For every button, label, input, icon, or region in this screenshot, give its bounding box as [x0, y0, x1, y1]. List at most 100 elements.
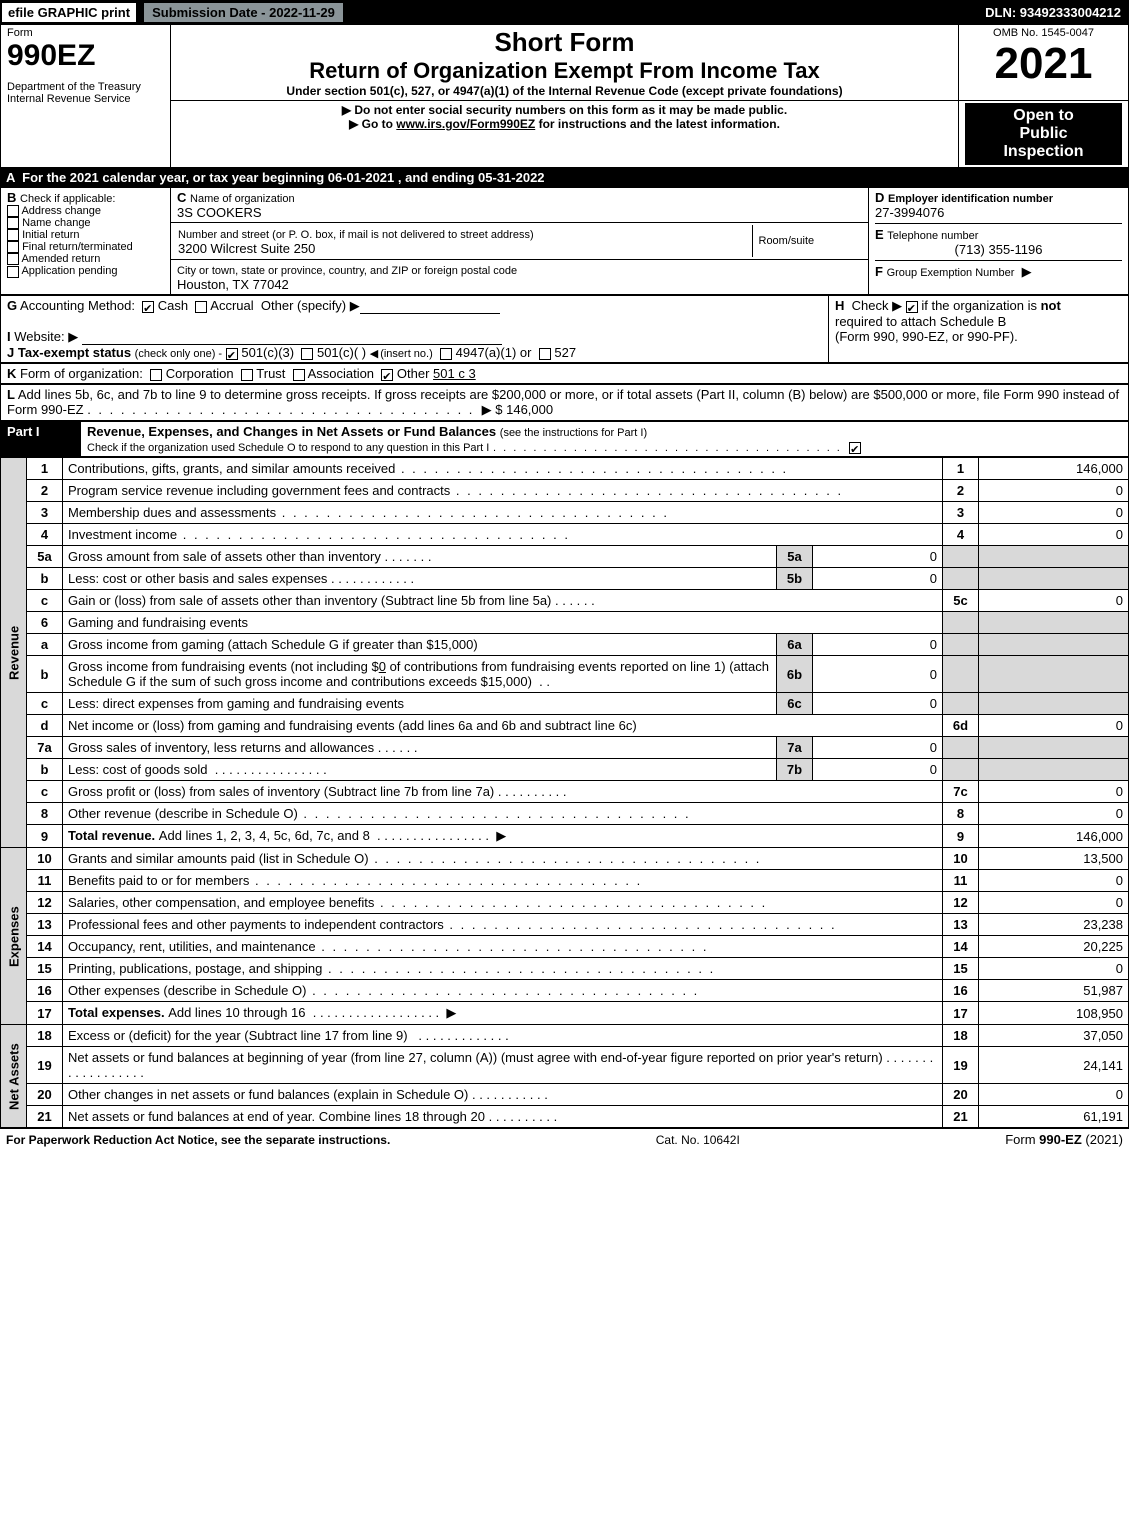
- l9-text2: Add lines 1, 2, 3, 4, 5c, 6d, 7c, and 8: [159, 828, 370, 843]
- ln15: 15: [27, 958, 63, 980]
- chk-501c3[interactable]: [226, 348, 238, 360]
- l6c-greytag: [943, 693, 979, 715]
- subline-2: ▶ Do not enter social security numbers o…: [177, 103, 952, 117]
- l15-tag: 15: [943, 958, 979, 980]
- l14-text: Occupancy, rent, utilities, and maintena…: [68, 939, 316, 954]
- ln6c: c: [27, 693, 63, 715]
- chk-pending[interactable]: [7, 266, 19, 278]
- chk-h[interactable]: [906, 301, 918, 313]
- l21-text: Net assets or fund balances at end of ye…: [68, 1109, 485, 1124]
- l4-tag: 4: [943, 524, 979, 546]
- l3-dots: [276, 505, 669, 520]
- l13-tag: 13: [943, 914, 979, 936]
- chk-accrual[interactable]: [195, 301, 207, 313]
- l13-dots: [444, 917, 837, 932]
- l6a-text: Gross income from gaming (attach Schedul…: [63, 634, 777, 656]
- l7b-text: Less: cost of goods sold: [68, 762, 207, 777]
- l16-tag: 16: [943, 980, 979, 1002]
- chk-other[interactable]: [381, 369, 393, 381]
- l5c-amt: 0: [979, 590, 1129, 612]
- chk-cash[interactable]: [142, 301, 154, 313]
- chk-assoc[interactable]: [293, 369, 305, 381]
- chk-527[interactable]: [539, 348, 551, 360]
- l-block: L Add lines 5b, 6c, and 7b to line 9 to …: [0, 384, 1129, 421]
- l7b-greytag: [943, 759, 979, 781]
- l6-text: Gaming and fundraising events: [63, 612, 943, 634]
- l16-amt: 51,987: [979, 980, 1129, 1002]
- part1-checkline: Check if the organization used Schedule …: [87, 442, 489, 454]
- j-ins: (insert no.): [370, 348, 433, 360]
- k-opt1: Trust: [256, 366, 285, 381]
- l6b-sub: 6b: [777, 656, 813, 693]
- k-label: Form of organization:: [20, 366, 143, 381]
- l21-amt: 61,191: [979, 1106, 1129, 1128]
- b-opt-2: Initial return: [22, 229, 79, 241]
- chk-501c[interactable]: [301, 348, 313, 360]
- website-blank[interactable]: [82, 333, 502, 345]
- ln1: 1: [27, 458, 63, 480]
- form-label: Form: [7, 27, 164, 39]
- l12-tag: 12: [943, 892, 979, 914]
- l6-greyamt: [979, 612, 1129, 634]
- l12-dots: [374, 895, 767, 910]
- l18-text: Excess or (deficit) for the year (Subtra…: [68, 1028, 408, 1043]
- l6b-amt0: 0: [379, 659, 386, 674]
- short-form: Short Form: [177, 27, 952, 58]
- ln11: 11: [27, 870, 63, 892]
- l5a-greytag: [943, 546, 979, 568]
- l9-tag: 9: [943, 825, 979, 848]
- l8-dots: [298, 806, 691, 821]
- chk-corp[interactable]: [150, 369, 162, 381]
- b-opt-1: Name change: [22, 217, 91, 229]
- chk-part1-schedo[interactable]: [849, 442, 861, 454]
- ln20: 20: [27, 1084, 63, 1106]
- ln2: 2: [27, 480, 63, 502]
- phone: (713) 355-1196: [875, 242, 1122, 257]
- l12-amt: 0: [979, 892, 1129, 914]
- ln19: 19: [27, 1047, 63, 1084]
- lines-table: Revenue 1 Contributions, gifts, grants, …: [0, 457, 1129, 1128]
- chk-initial[interactable]: [7, 229, 19, 241]
- l7a-subamt: 0: [813, 737, 943, 759]
- ln6: 6: [27, 612, 63, 634]
- l6a-greyamt: [979, 634, 1129, 656]
- chk-4947[interactable]: [440, 348, 452, 360]
- l5b-text: Less: cost or other basis and sales expe…: [68, 571, 327, 586]
- irs-link[interactable]: www.irs.gov/Form990EZ: [396, 117, 535, 131]
- g-other-blank[interactable]: [360, 302, 500, 314]
- gh-block: G Accounting Method: Cash Accrual Other …: [0, 295, 1129, 363]
- ln12: 12: [27, 892, 63, 914]
- footer-left: For Paperwork Reduction Act Notice, see …: [6, 1133, 390, 1147]
- vlabel-expenses: Expenses: [1, 848, 27, 1025]
- g-other: Other (specify) ▶: [261, 298, 360, 313]
- ln6d: d: [27, 715, 63, 737]
- ln9: 9: [27, 825, 63, 848]
- chk-final[interactable]: [7, 241, 19, 253]
- l6-greytag: [943, 612, 979, 634]
- l5b-greytag: [943, 568, 979, 590]
- l2-text: Program service revenue including govern…: [68, 483, 450, 498]
- l16-text: Other expenses (describe in Schedule O): [68, 983, 306, 998]
- l6a-sub: 6a: [777, 634, 813, 656]
- i-label: Website: ▶: [14, 329, 78, 344]
- chk-amended[interactable]: [7, 253, 19, 265]
- line-a: A For the 2021 calendar year, or tax yea…: [0, 168, 1129, 187]
- chk-trust[interactable]: [241, 369, 253, 381]
- ln5c: c: [27, 590, 63, 612]
- chk-address[interactable]: [7, 205, 19, 217]
- footer-right-post: (2021): [1082, 1132, 1123, 1147]
- ln18: 18: [27, 1025, 63, 1047]
- j-o3: 4947(a)(1) or: [456, 345, 532, 360]
- chk-name[interactable]: [7, 217, 19, 229]
- l17-amt: 108,950: [979, 1002, 1129, 1025]
- k-other-label: Other: [397, 366, 430, 381]
- l19-amt: 24,141: [979, 1047, 1129, 1084]
- k-block: K Form of organization: Corporation Trus…: [0, 363, 1129, 384]
- l20-amt: 0: [979, 1084, 1129, 1106]
- ln10: 10: [27, 848, 63, 870]
- l-amt: $ 146,000: [495, 402, 553, 417]
- l15-dots: [322, 961, 715, 976]
- g-accrual: Accrual: [210, 298, 253, 313]
- ln7b: b: [27, 759, 63, 781]
- l7b-greyamt: [979, 759, 1129, 781]
